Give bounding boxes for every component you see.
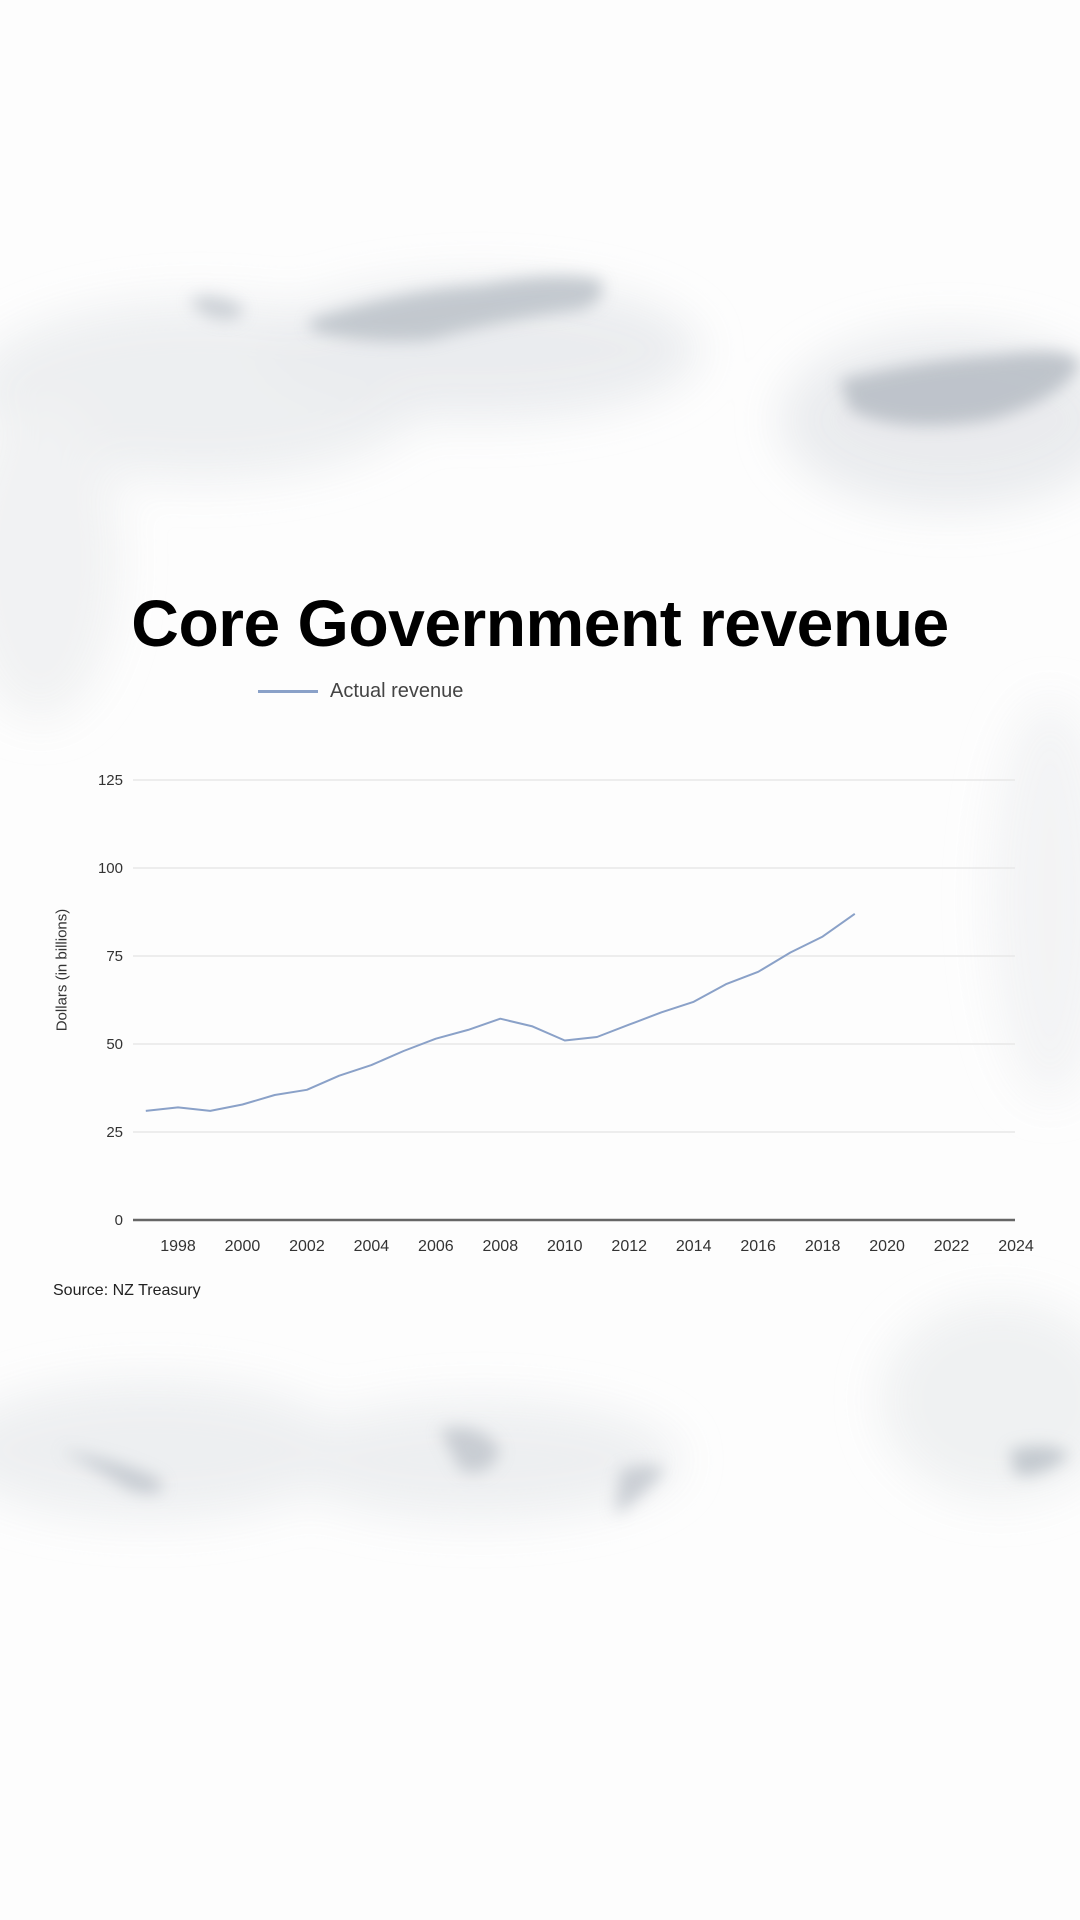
- x-tick-label: 2024: [998, 1238, 1034, 1255]
- x-tick-label: 2002: [289, 1238, 325, 1255]
- legend-label-actual-revenue: Actual revenue: [330, 680, 464, 702]
- y-tick-label: 0: [115, 1212, 123, 1229]
- y-tick-label: 75: [106, 948, 123, 965]
- x-tick-label: 2014: [676, 1238, 712, 1255]
- x-tick-label: 2020: [869, 1238, 905, 1255]
- source-note: Source: NZ Treasury: [53, 1282, 201, 1299]
- x-tick-label: 2022: [934, 1238, 970, 1255]
- x-tick-label: 2012: [611, 1238, 647, 1255]
- x-tick-label: 2006: [418, 1238, 454, 1255]
- x-tick-label: 2008: [483, 1238, 519, 1255]
- x-tick-label: 2018: [805, 1238, 841, 1255]
- y-tick-label: 25: [106, 1124, 123, 1141]
- x-tick-label: 2016: [740, 1238, 776, 1255]
- y-tick-label: 125: [98, 772, 123, 789]
- x-tick-label: 2000: [225, 1238, 261, 1255]
- x-tick-label: 2004: [354, 1238, 390, 1255]
- x-tick-label: 2010: [547, 1238, 583, 1255]
- x-tick-label: 1998: [160, 1238, 196, 1255]
- legend: Actual revenue: [258, 680, 463, 703]
- chart-title: Core Government revenue: [131, 586, 949, 660]
- y-tick-label: 100: [98, 860, 123, 877]
- series-line-actual-revenue: [145, 912, 856, 1112]
- y-tick-label: 50: [106, 1036, 123, 1053]
- legend-swatch-actual-revenue: [258, 690, 318, 693]
